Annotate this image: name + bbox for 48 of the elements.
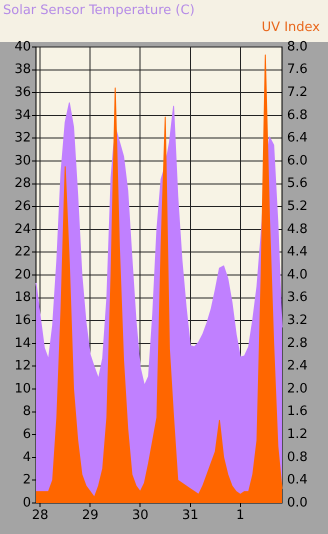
y-tick-label: 28 [14,176,31,192]
y2-tick-label: 6.0 [287,153,308,168]
y2-tick-label: 6.4 [287,130,308,146]
y2-tick-label: 1.2 [287,426,308,442]
y2-tick-label: 4.8 [287,222,308,237]
y2-tick-label: 5.2 [287,198,308,214]
y2-tick-label: 3.6 [287,290,308,306]
y2-tick-label: 8.0 [287,39,308,54]
y2-tick-label: 1.6 [287,404,308,420]
y-tick-label: 26 [14,198,31,214]
y2-tick-label: 2.4 [287,358,308,374]
y-tick-label: 10 [14,381,31,396]
y2-tick-label: 2.0 [287,381,308,396]
y2-tick-label: 3.2 [287,312,308,328]
y-tick-label: 12 [14,358,31,374]
y-tick-label: 18 [14,290,31,306]
y-tick-label: 16 [14,312,31,328]
y-tick-label: 2 [22,472,31,488]
y-axis-title: Solar Sensor Temperature (C) [3,3,195,18]
y-tick-label: 22 [14,244,31,260]
y-tick-label: 36 [14,84,31,100]
x-tick-label: 29 [82,508,98,524]
y-tick-label: 38 [14,62,31,78]
y2-tick-label: 5.6 [287,176,308,192]
y2-axis-title: UV Index [262,20,320,35]
y-tick-label: 6 [22,426,31,442]
y2-tick-label: 7.6 [287,62,308,78]
y2-tick-label: 0.4 [287,472,308,488]
y-tick-label: 8 [22,404,31,420]
x-tick-label: 1 [236,508,244,524]
y2-tick-label: 7.2 [287,84,308,100]
y-tick-label: 20 [14,267,31,282]
y-tick-label: 0 [22,495,31,510]
y2-tick-label: 4.4 [287,244,308,260]
y-tick-label: 24 [14,222,31,237]
y2-tick-label: 2.8 [287,336,308,351]
y2-tick-label: 0.0 [287,495,308,510]
y-tick-label: 14 [14,336,31,351]
y2-tick-label: 6.8 [287,108,308,123]
y-tick-label: 40 [14,39,31,54]
y-tick-label: 32 [14,130,31,146]
y2-tick-label: 4.0 [287,267,308,282]
y-tick-label: 30 [14,153,31,168]
x-tick-label: 30 [132,508,149,524]
y-tick-label: 4 [22,450,31,465]
y2-tick-label: 0.8 [287,450,308,465]
y-tick-label: 34 [14,108,31,123]
x-tick-label: 31 [182,508,199,524]
